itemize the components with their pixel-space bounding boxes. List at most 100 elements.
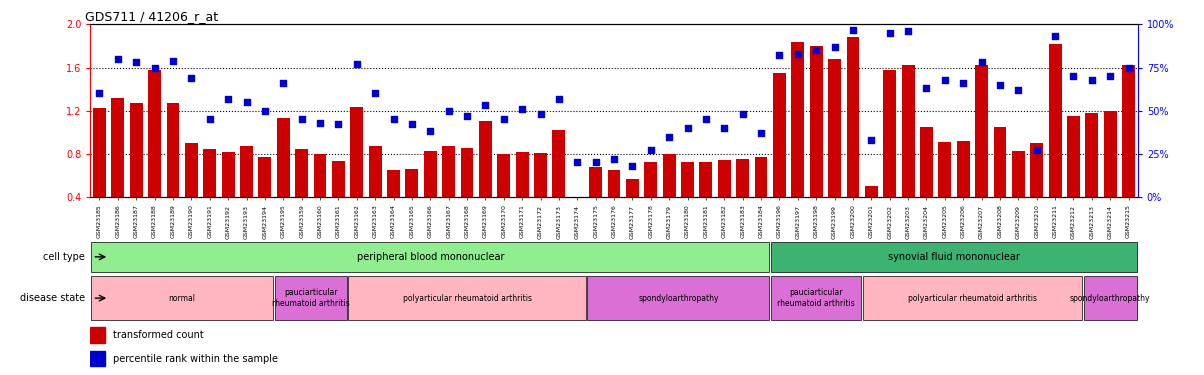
Point	[237, 99, 256, 105]
Point	[1082, 76, 1102, 82]
Point	[439, 108, 459, 114]
Point	[862, 137, 881, 143]
Text: polyarticular rheumatoid arthritis: polyarticular rheumatoid arthritis	[908, 294, 1037, 303]
Point	[660, 134, 679, 140]
Point	[549, 96, 568, 102]
Bar	[406, 169, 418, 197]
Bar	[589, 166, 602, 197]
Point	[218, 96, 237, 102]
Point	[880, 30, 899, 36]
Point	[476, 102, 495, 108]
Bar	[846, 38, 860, 197]
Bar	[424, 150, 437, 197]
Point	[751, 130, 771, 136]
Bar	[626, 178, 639, 197]
Point	[991, 82, 1010, 88]
Bar	[791, 42, 804, 197]
Point	[108, 56, 128, 62]
Point	[458, 113, 477, 119]
Text: synovial fluid mononuclear: synovial fluid mononuclear	[889, 252, 1020, 262]
Bar	[993, 127, 1007, 197]
Point	[402, 122, 421, 128]
Point	[789, 51, 808, 57]
Bar	[350, 107, 364, 197]
Bar	[588, 276, 769, 320]
Bar	[388, 170, 400, 197]
Point	[954, 80, 973, 86]
Point	[182, 75, 201, 81]
Bar	[810, 46, 822, 197]
Point	[642, 147, 661, 153]
Bar	[864, 186, 878, 197]
Point	[420, 128, 439, 134]
Bar	[902, 65, 915, 197]
Point	[384, 116, 403, 122]
Text: polyarticular rheumatoid arthritis: polyarticular rheumatoid arthritis	[402, 294, 531, 303]
Point	[622, 163, 642, 169]
Point	[366, 90, 385, 96]
Bar	[1122, 65, 1135, 197]
Point	[843, 27, 862, 33]
Bar	[1011, 150, 1025, 197]
Bar	[92, 276, 273, 320]
Bar	[1049, 44, 1062, 197]
Bar	[771, 276, 861, 320]
Bar	[644, 162, 657, 197]
Bar	[828, 59, 840, 197]
Point	[604, 156, 624, 162]
Point	[586, 159, 606, 165]
Point	[1100, 73, 1120, 79]
Bar	[497, 154, 510, 197]
Point	[494, 116, 513, 122]
Bar	[608, 170, 620, 197]
Bar	[863, 276, 1081, 320]
Bar	[277, 118, 290, 197]
Bar	[975, 65, 988, 197]
Bar	[737, 159, 749, 197]
Point	[936, 76, 955, 82]
Point	[311, 120, 330, 126]
Point	[90, 90, 110, 96]
Bar	[90, 351, 105, 366]
Point	[144, 64, 164, 70]
Bar	[368, 146, 382, 197]
Point	[696, 116, 715, 122]
Bar	[515, 152, 529, 197]
Text: spondyloarthropathy: spondyloarthropathy	[638, 294, 719, 303]
Bar	[535, 153, 547, 197]
Point	[972, 59, 991, 65]
Bar	[295, 149, 308, 197]
Point	[347, 61, 366, 67]
Bar	[313, 154, 326, 197]
Bar	[1084, 276, 1137, 320]
Bar	[773, 73, 786, 197]
Bar	[681, 162, 694, 197]
Text: pauciarticular
rheumatoid arthritis: pauciarticular rheumatoid arthritis	[778, 288, 855, 308]
Bar	[884, 70, 896, 197]
Bar	[571, 197, 584, 211]
Text: spondyloarthropathy: spondyloarthropathy	[1070, 294, 1151, 303]
Point	[513, 106, 532, 112]
Text: pauciarticular
rheumatoid arthritis: pauciarticular rheumatoid arthritis	[272, 288, 349, 308]
Bar	[259, 157, 271, 197]
Text: GDS711 / 41206_r_at: GDS711 / 41206_r_at	[85, 10, 218, 23]
Point	[678, 125, 697, 131]
Bar	[130, 103, 142, 197]
Point	[1027, 147, 1046, 153]
Bar	[461, 148, 473, 197]
Bar	[718, 160, 731, 197]
Point	[916, 85, 936, 91]
Text: percentile rank within the sample: percentile rank within the sample	[113, 354, 278, 364]
Point	[825, 44, 844, 50]
Point	[293, 116, 312, 122]
Bar	[755, 157, 767, 197]
Point	[1119, 64, 1138, 70]
Bar	[240, 146, 253, 197]
Bar	[938, 142, 951, 197]
Point	[1064, 73, 1084, 79]
Bar	[92, 242, 769, 272]
Bar	[166, 103, 179, 197]
Text: normal: normal	[169, 294, 196, 303]
Bar	[479, 122, 492, 197]
Point	[126, 59, 146, 65]
